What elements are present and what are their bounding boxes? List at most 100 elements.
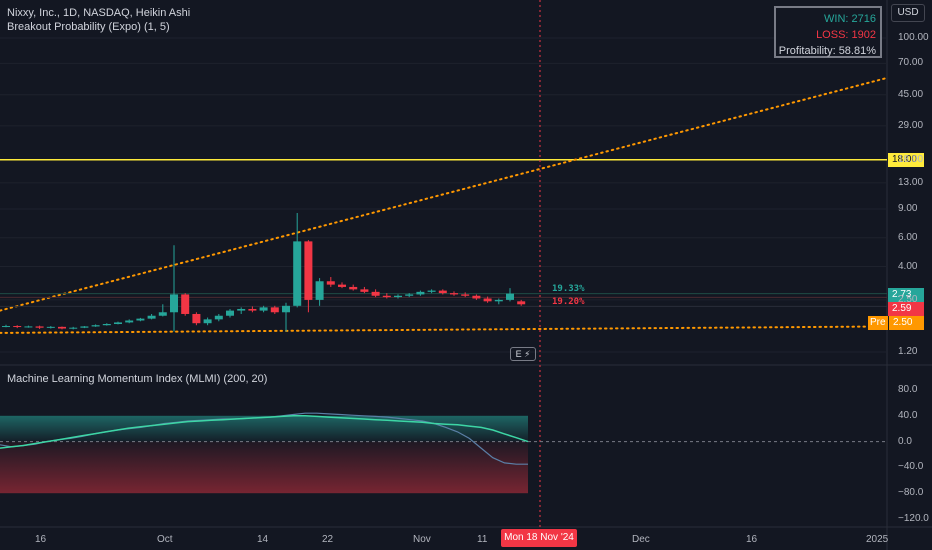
time-axis-tick: 22 [322,534,334,545]
time-axis-tick: 2025 [866,534,889,545]
candle-body [214,315,223,320]
candle-series [2,213,526,332]
candle-body [461,294,470,296]
time-axis-tick: 16 [746,534,758,545]
time-axis-tick: Dec [632,534,650,545]
price-axis-tick: 45.00 [898,88,924,100]
candle-body [450,293,458,295]
indicator-title[interactable]: Breakout Probability (Expo) (1, 5) [7,21,170,33]
candle-body [58,326,66,329]
candle-body [181,294,190,314]
candle-body [46,326,55,328]
last-price-tag: 2.73 [888,288,924,302]
level-price-tag: 18.00 [888,153,924,167]
oscillator-title[interactable]: Machine Learning Momentum Index (MLMI) (… [7,373,268,385]
win-count: WIN: 2716 [824,13,876,25]
candle-body [147,315,156,319]
lower-trend-line [0,325,888,334]
candle-body [259,307,268,311]
candle-body [438,290,447,294]
price-axis-tick: 4.00 [898,260,918,272]
price-axis-tick: 13.00 [898,176,924,188]
oscillator-axis-tick: 0.0 [898,435,912,447]
candle-body [483,298,492,302]
time-axis-tick: 16 [35,534,47,545]
candle-body [226,310,234,316]
upper-zone [0,415,528,442]
candle-body [192,313,201,324]
candle-body [136,318,145,321]
earnings-event-icon[interactable]: E ⚡ [510,347,536,361]
profitability: Profitability: 58.81% [778,45,876,57]
price-axis-tick: 1.20 [898,346,918,357]
candle-body [506,293,514,300]
candle-body [91,325,100,327]
candle-body [13,326,22,328]
oscillator-axis-tick: 80.0 [898,384,918,395]
candle-body [326,281,335,285]
candle-body [24,326,33,328]
price-axis-tick: 100.00 [898,32,929,43]
time-axis-tick: 11 [477,534,488,545]
candle-body [293,241,302,306]
oscillator-axis-tick: −80.0 [898,487,924,499]
upper-trend-line [0,76,888,312]
mlmi-oscillator [0,412,887,494]
lower-breakout-probability: 19.20% [552,297,585,307]
lightning-icon: ⚡ [524,349,531,359]
time-axis-tick: Nov [413,534,431,545]
lower-zone [0,441,528,494]
candle-body [2,326,10,328]
time-axis-tick: Oct [157,534,173,545]
candle-body [494,299,503,302]
symbol-title[interactable]: Nixxy, Inc., 1D, NASDAQ, Heikin Ashi [7,7,191,19]
oscillator-axis-tick: −40.0 [898,461,924,473]
candle-body [248,308,257,311]
candle-body [102,324,111,326]
candle-body [158,312,167,316]
candle-body [315,281,324,300]
candle-body [472,295,481,299]
candle-body [349,286,358,290]
candle-body [69,327,78,329]
mlmi-slow-line [0,415,529,449]
candle-body [371,291,380,296]
candle-body [405,294,414,296]
candle-body [237,308,246,311]
candle-body [114,322,122,325]
price-axis-tick: 2.50 [898,293,918,305]
candle-body [203,319,212,324]
upper-breakout-probability: 19.33% [552,284,585,294]
currency-button[interactable]: USD [891,4,925,22]
loss-count: LOSS: 1902 [816,29,876,41]
candle-body [394,295,402,298]
candle-body [517,301,526,305]
stats-panel: WIN: 2716 LOSS: 1902 Profitability: 58.8… [774,6,882,58]
price-axis-tick: 18.00 [898,153,924,165]
premarket-label: Pre [868,316,888,330]
candle-body [125,320,134,323]
close-price-tag: 2.59 [888,302,924,316]
price-axis-tick: 70.00 [898,57,924,69]
oscillator-axis-tick: 40.0 [898,409,918,421]
time-axis-tick: 14 [257,534,269,545]
candle-body [270,307,279,313]
candle-body [282,305,290,313]
earnings-label: E [515,349,522,359]
candle-body [382,295,391,298]
premarket-price-tag: 2.50 [889,316,924,330]
candle-body [80,326,89,328]
oscillator-axis-tick: −120.0 [898,513,929,524]
candle-body [35,326,44,328]
candle-body [416,291,425,295]
trend-lines [0,0,888,527]
candle-body [338,284,346,287]
candle-body [427,290,436,292]
candle-body [360,289,369,292]
crosshair-date-label: Mon 18 Nov '24 [501,529,577,547]
candle-body [170,294,178,313]
price-axis-tick: 6.00 [898,231,918,243]
price-axis-tick: 29.00 [898,119,924,131]
